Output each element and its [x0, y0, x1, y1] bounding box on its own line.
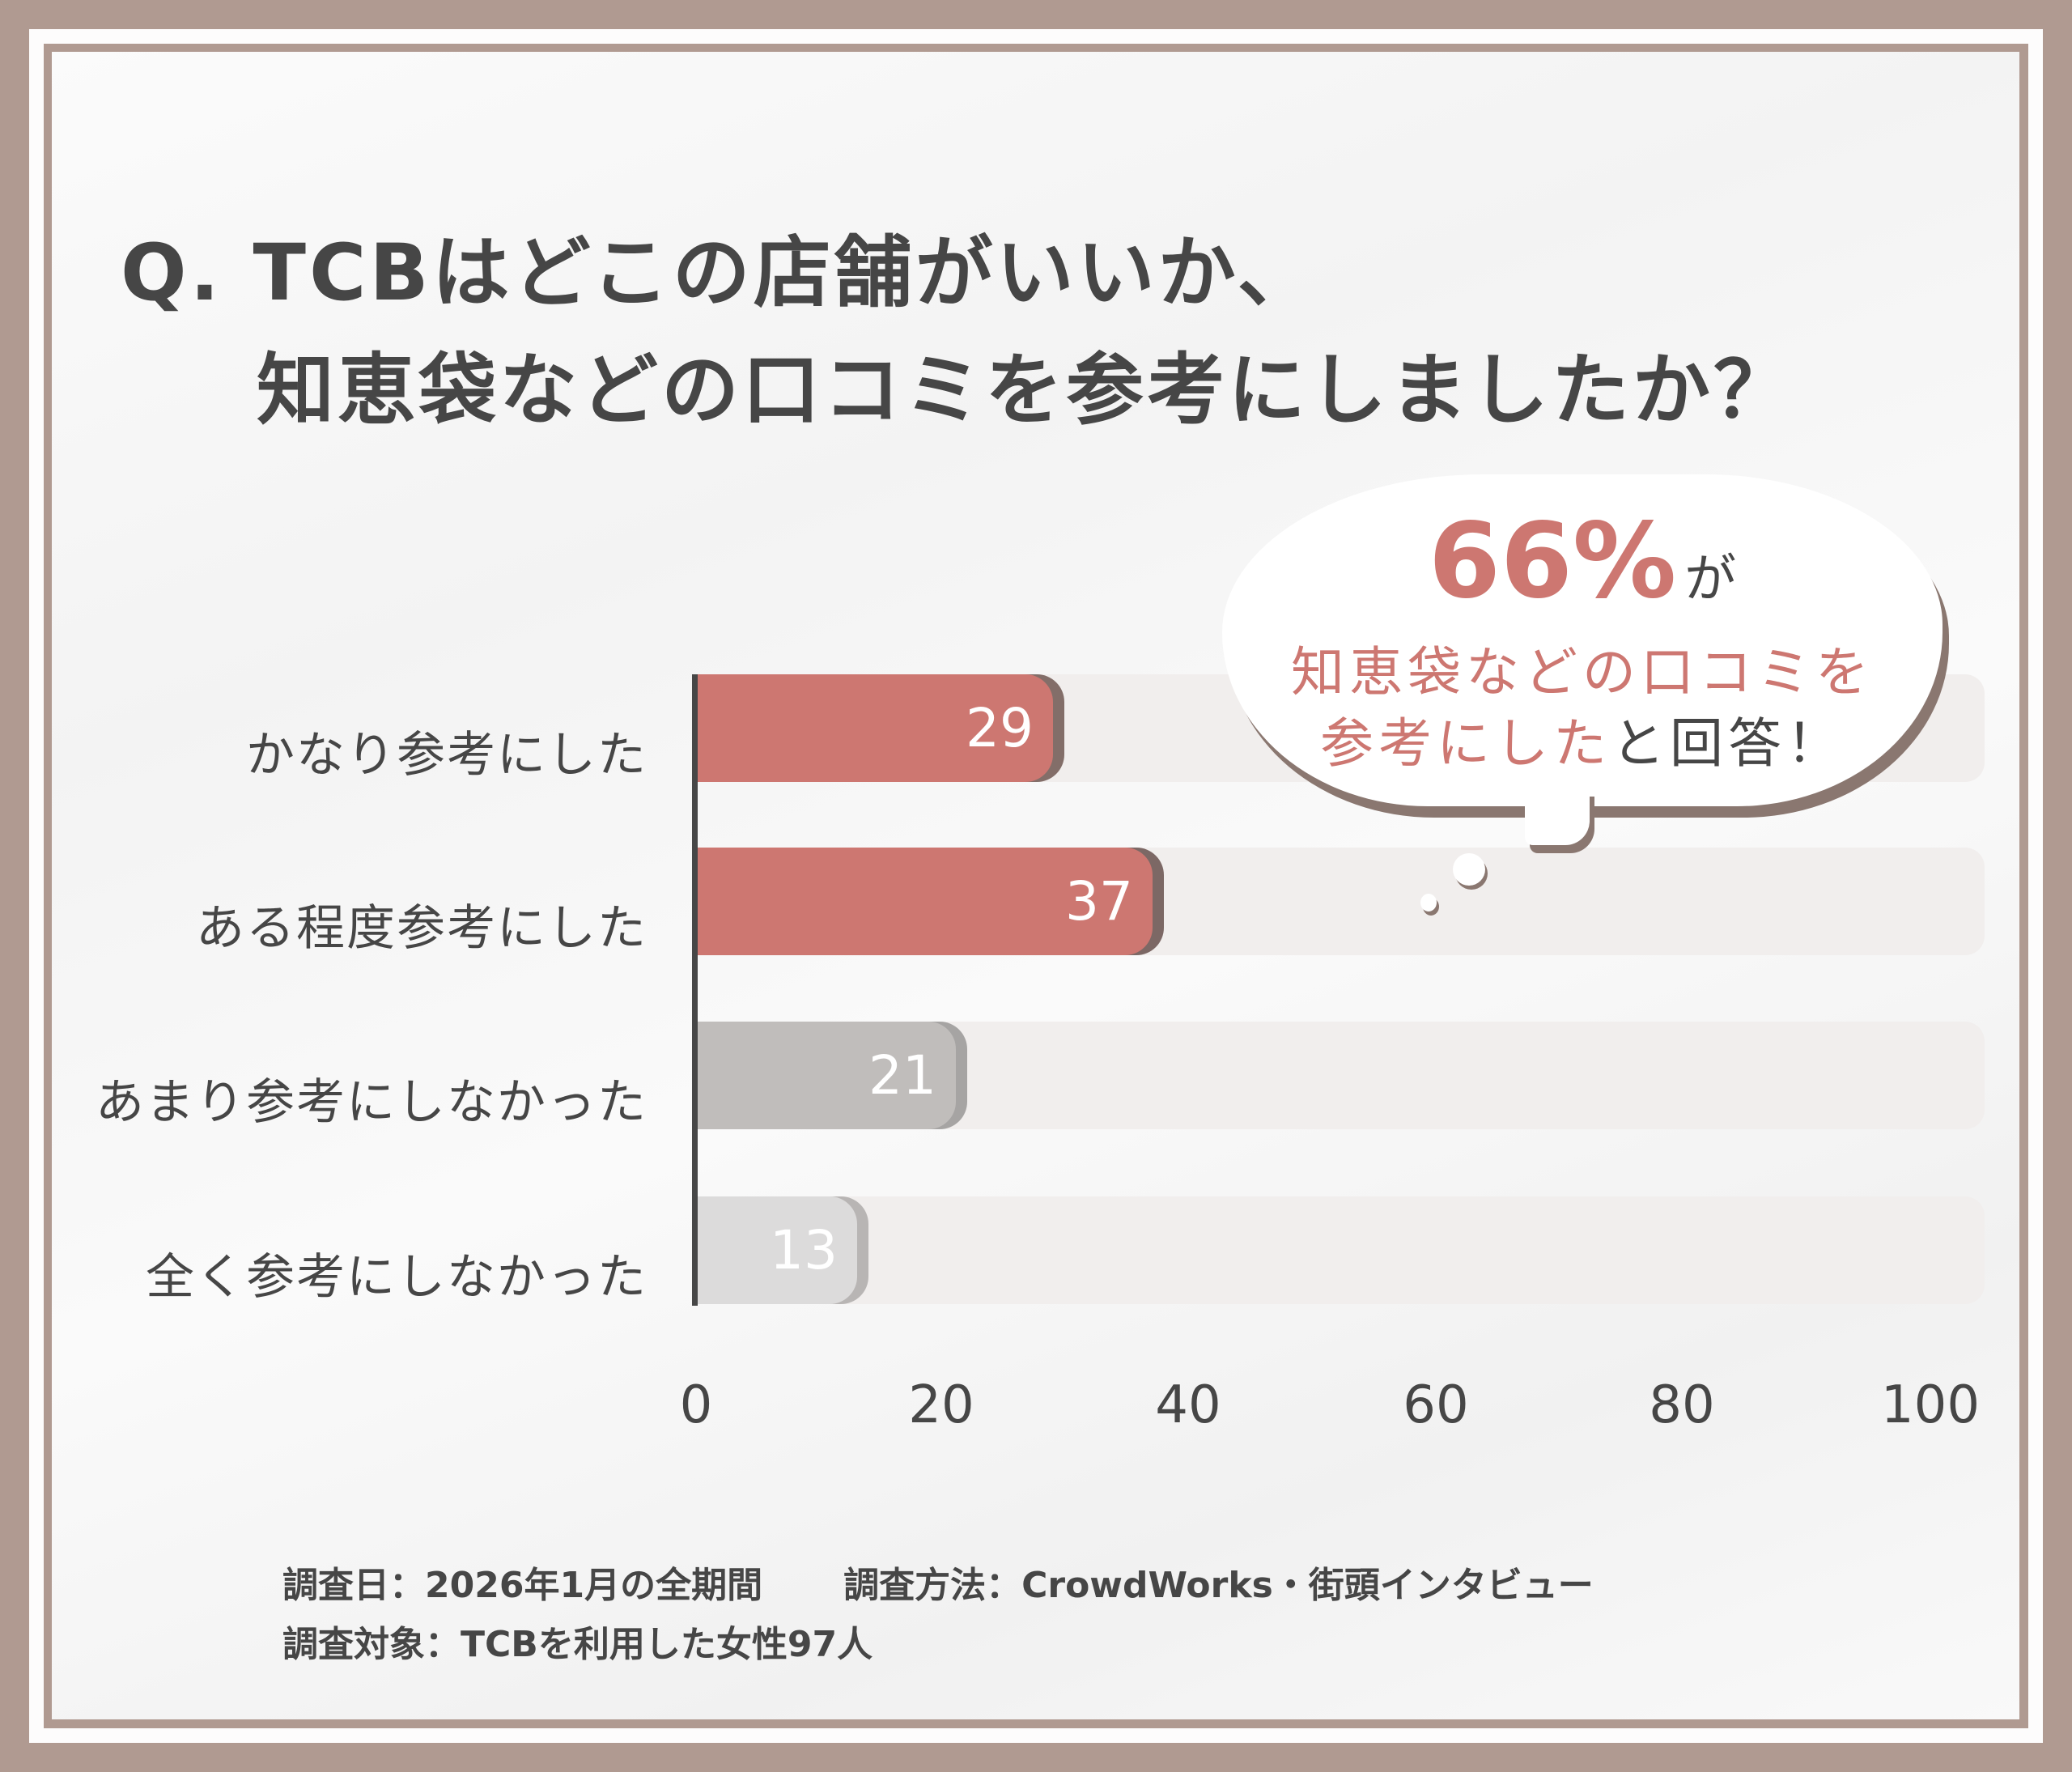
question-title-line2: 知恵袋などの口コミを参考にしましたか？ — [257, 345, 1794, 436]
callout-line3-highlight: 参考にした — [1320, 712, 1611, 775]
x-tick: 60 — [1403, 1375, 1469, 1435]
bar-value: 13 — [770, 1218, 838, 1281]
x-tick: 80 — [1649, 1375, 1715, 1435]
callout-bubble — [1222, 474, 1942, 806]
bar-track — [698, 1196, 1985, 1304]
question-title-line1: Q. TCBはどこの店舗がいいか、 — [121, 227, 1318, 318]
thought-dot-large — [1453, 853, 1485, 886]
callout-line3: 参考にしたと回答！ — [1222, 717, 1942, 771]
bar-value: 29 — [966, 696, 1034, 759]
callout-line3-rest: と回答！ — [1611, 712, 1845, 775]
category-label: ある程度参考にした — [196, 900, 648, 957]
bar-somewhat: 37 — [698, 848, 1164, 955]
survey-method: 調査方法：CrowdWorks・街頭インタビュー — [843, 1565, 1594, 1606]
callout-line2: 知恵袋などの口コミを — [1291, 641, 1874, 703]
bar-face — [698, 674, 1053, 782]
survey-info-line1: 調査日：2026年1月の全期間 調査方法：CrowdWorks・街頭インタビュー — [282, 1568, 1594, 1604]
category-label: 全く参考にしなかった — [146, 1249, 648, 1306]
x-tick: 0 — [679, 1375, 713, 1435]
callout-bubble-tail — [1525, 788, 1590, 845]
bar-very-much: 29 — [698, 674, 1064, 782]
y-axis-line — [692, 674, 698, 1306]
bar-not-much: 21 — [698, 1022, 967, 1129]
bar-value: 37 — [1065, 869, 1133, 933]
x-tick: 20 — [908, 1375, 974, 1435]
bar-face — [698, 1196, 857, 1304]
survey-target: 調査対象：TCBを利用した女性97人 — [282, 1624, 873, 1665]
survey-date: 調査日：2026年1月の全期間 — [282, 1565, 763, 1606]
callout-headline: 66% が — [1222, 510, 1942, 614]
category-label: あまり参考にしなかった — [96, 1074, 648, 1131]
thought-dot-small — [1420, 894, 1437, 911]
infographic-panel: Q. TCBはどこの店舗がいいか、 知恵袋などの口コミを参考にしましたか？ かな… — [52, 52, 2019, 1719]
x-tick: 100 — [1880, 1375, 1981, 1435]
bar-value: 21 — [868, 1043, 936, 1107]
callout-particle: が — [1684, 550, 1737, 610]
bar-face — [698, 848, 1153, 955]
category-label: かなり参考にした — [246, 727, 648, 784]
x-tick: 40 — [1155, 1375, 1221, 1435]
bar-not-at-all: 13 — [698, 1196, 868, 1304]
callout-percent: 66% — [1428, 501, 1677, 622]
bar-face — [698, 1022, 956, 1129]
